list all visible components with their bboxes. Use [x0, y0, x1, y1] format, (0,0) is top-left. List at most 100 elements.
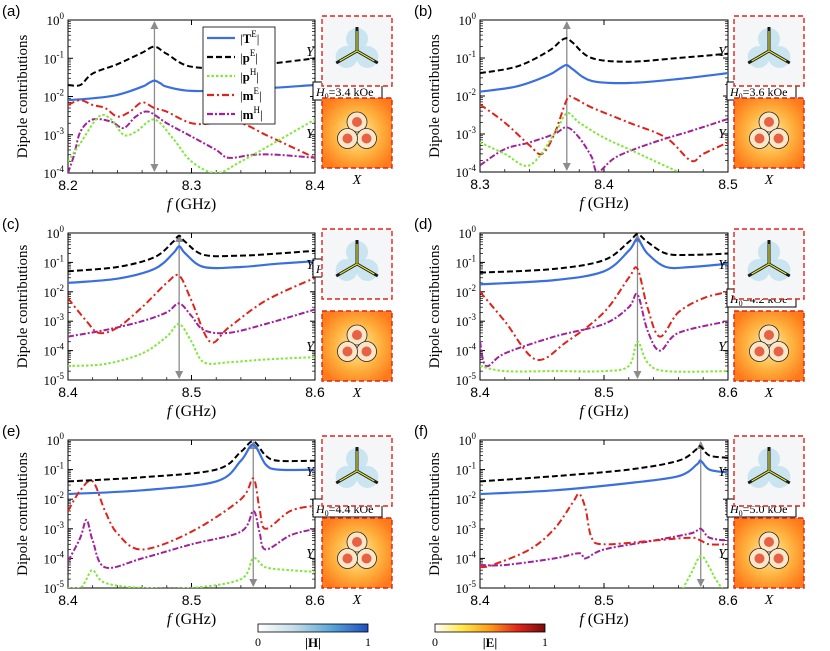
h0-value: 3.4 kOe: [335, 85, 373, 99]
e-field-hotspot: [773, 346, 784, 357]
h-field-line: [356, 470, 375, 482]
series-mH: [480, 527, 728, 567]
colorbar-E: 0 1 |E|: [432, 623, 548, 650]
colorbar-min: 0: [255, 635, 261, 649]
y-tick-exp: -3: [57, 520, 65, 530]
e-field-hotspot: [764, 330, 774, 340]
legend-symbol: T: [243, 31, 252, 46]
x-tick-label: 8.4: [470, 384, 490, 400]
y-tick-label: 10-1: [456, 253, 477, 270]
h-field-line: [356, 263, 375, 275]
y-tick-base: 10: [44, 166, 57, 181]
x-axis-label: f (GHz): [579, 611, 628, 628]
series-mE: [480, 492, 728, 569]
legend-bar: |: [240, 107, 243, 122]
marker-arrow-down: [175, 371, 184, 379]
inset-x-label: X: [352, 593, 362, 608]
y-tick-label: 10-3: [456, 312, 477, 329]
legend-entry-mE: |mE|: [240, 86, 262, 103]
inset-y-label: Y: [718, 45, 728, 60]
y-tick-label: 100: [47, 224, 65, 241]
marker-arrow-down: [150, 164, 159, 172]
e-field-hotspot: [342, 553, 353, 564]
y-tick-label: 10-2: [44, 490, 65, 507]
legend-entry-mH: |mH|: [240, 105, 263, 122]
colorbar-gradient: [257, 623, 369, 633]
y-tick-label: 10-2: [456, 490, 477, 507]
y-tick-exp: -1: [57, 253, 65, 263]
y-tick-label: 10-5: [44, 371, 65, 388]
field-inset: Y Y X: [306, 228, 393, 401]
h-field-line: [768, 263, 787, 275]
x-axis-label-unit: (GHz): [584, 611, 629, 628]
y-tick-base: 10: [47, 13, 60, 28]
h0-symbol: H: [315, 262, 326, 276]
y-tick-base: 10: [456, 581, 469, 596]
y-tick-exp: 0: [60, 224, 65, 234]
y-tick-exp: -3: [469, 520, 477, 530]
h-field-line: [339, 263, 358, 275]
inset-x-label: X: [764, 386, 774, 401]
series-pH: [68, 113, 315, 173]
marker-arrow-down: [249, 579, 258, 587]
y-tick-exp: 0: [60, 11, 65, 21]
x-tick-label: 8.5: [594, 384, 614, 400]
field-inset: Y Y X: [718, 228, 805, 401]
legend-sup: H: [250, 67, 257, 77]
y-tick-exp: 0: [60, 431, 65, 441]
series-mE: [480, 94, 728, 163]
e-field-hotspot: [764, 537, 774, 547]
series-group: [480, 445, 728, 588]
x-axis-label: f (GHz): [579, 195, 628, 212]
x-axis-label-f: f: [167, 403, 174, 420]
y-tick-label: 10-4: [456, 549, 477, 566]
marker-arrow-down: [696, 579, 705, 587]
y-tick-exp: -4: [469, 549, 477, 559]
marker-arrow-up: [175, 234, 184, 242]
e-field-map: [733, 310, 805, 382]
x-axis-label-f: f: [579, 403, 586, 420]
e-field-hotspot: [361, 553, 372, 564]
marker-arrow-down: [562, 163, 571, 171]
field-inset: Y Y X: [718, 435, 805, 608]
y-tick-exp: 0: [472, 431, 477, 441]
x-axis-label: f (GHz): [167, 403, 216, 420]
y-tick-exp: -5: [57, 579, 65, 589]
y-tick-exp: 0: [472, 11, 477, 21]
series-T: [68, 79, 315, 102]
y-axis-label: Dipole contributions: [15, 452, 31, 576]
inset-y-label: Y: [718, 465, 728, 480]
inset-y-label: Y: [718, 258, 728, 273]
e-field-hotspot: [764, 117, 774, 127]
h-field-line: [751, 50, 770, 62]
x-axis-label-unit: (GHz): [584, 195, 629, 212]
legend-bar: |: [257, 31, 260, 46]
h0-symbol: H: [729, 502, 740, 516]
legend: |TE||pE||pH||mE||mH|: [202, 26, 276, 125]
y-tick-base: 10: [456, 314, 469, 329]
x-axis-label: f (GHz): [579, 403, 628, 420]
series-mE: [68, 99, 315, 159]
inset-y-label: Y: [718, 340, 728, 355]
y-tick-base: 10: [44, 255, 57, 270]
series-pH: [68, 323, 315, 367]
y-tick-label: 10-1: [44, 461, 65, 478]
y-tick-exp: 0: [472, 224, 477, 234]
series-group: [68, 440, 315, 588]
y-tick-base: 10: [44, 492, 57, 507]
y-tick-exp: -1: [57, 49, 65, 59]
y-tick-label: 10-5: [456, 579, 477, 596]
h0-symbol: H: [315, 85, 326, 99]
colorbar-min: 0: [432, 635, 438, 649]
y-tick-exp: -4: [57, 164, 65, 174]
y-tick-base: 10: [456, 51, 469, 66]
marker-arrow-up: [150, 21, 159, 29]
x-tick-label: 8.4: [58, 592, 78, 608]
series-mE: [68, 477, 315, 551]
y-tick-label: 10-5: [456, 371, 477, 388]
y-tick-base: 10: [459, 13, 472, 28]
series-pH: [480, 340, 728, 373]
h0-subscript: 0: [739, 299, 743, 308]
